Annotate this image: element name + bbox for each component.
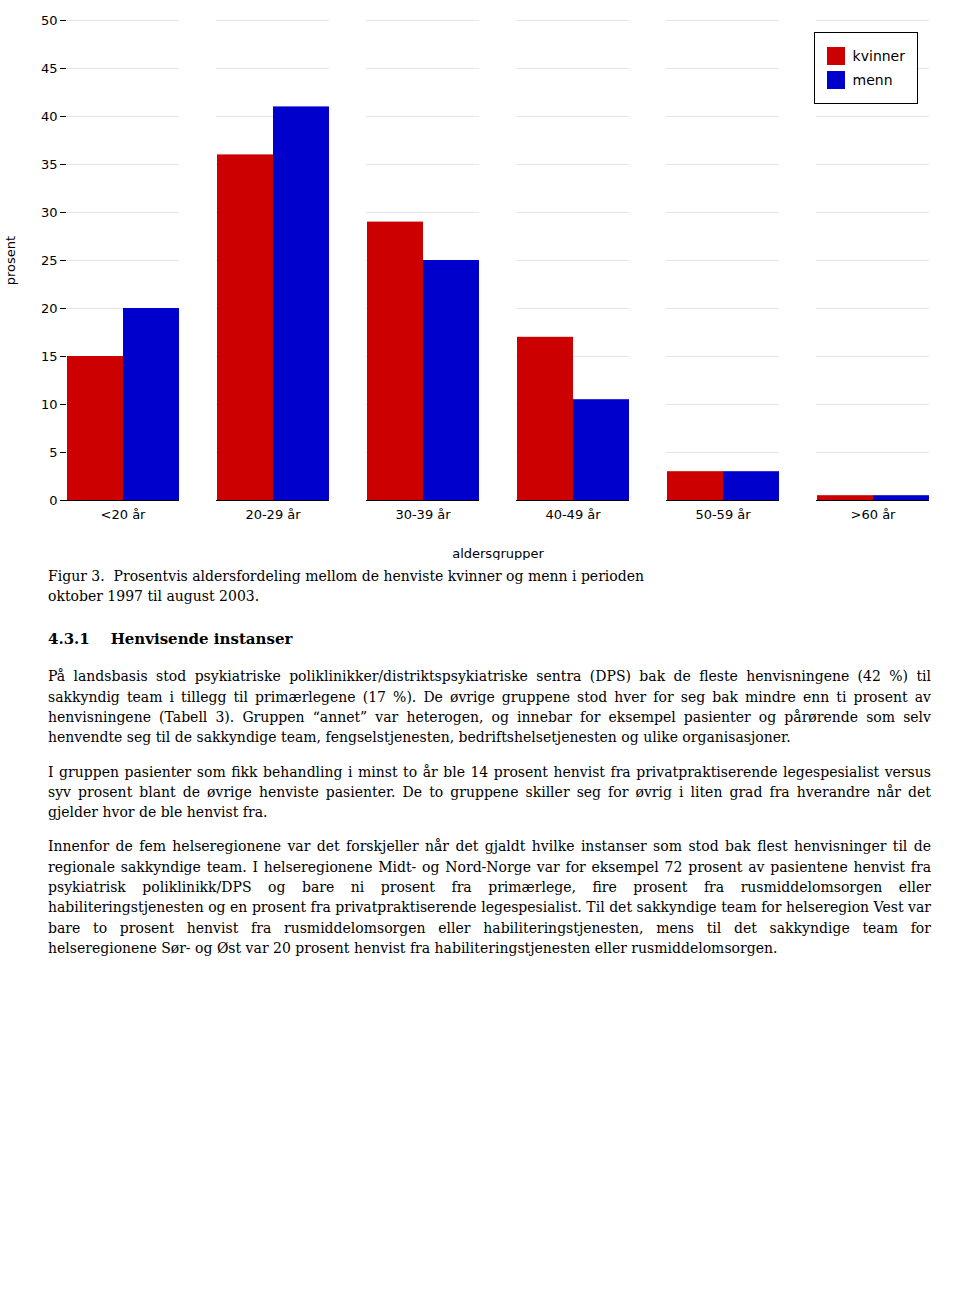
html-text:Innenfor de fem helseregionene: Innenfor de fem helseregionene var det f…: [48, 838, 936, 956]
html-text:I gruppen pasienter som fikk b: I gruppen pasienter som fikk behandling …: [48, 763, 936, 821]
svg-text:40: 40: [41, 109, 58, 124]
svg-text:aldersgrupper: aldersgrupper: [452, 546, 544, 561]
html-text:På landsbasis stod psykiatrisk: På landsbasis stod psykiatriske poliklin…: [48, 668, 936, 746]
svg-text:30: 30: [41, 205, 58, 220]
svg-text:10: 10: [41, 397, 58, 412]
svg-text:15: 15: [41, 349, 58, 364]
svg-text:30-39 år: 30-39 år: [395, 507, 451, 522]
html-text:menn: menn: [852, 72, 893, 88]
svg-text:0: 0: [49, 493, 57, 508]
svg-text:20-29 år: 20-29 år: [245, 507, 301, 522]
svg-text:20: 20: [41, 301, 58, 316]
html-text:Figur 3. Prosentvis aldersford: Figur 3. Prosentvis aldersfordeling mell…: [48, 568, 644, 584]
html-text:kvinner: kvinner: [852, 48, 905, 64]
html-text:oktober 1997 til august 2003.: oktober 1997 til august 2003.: [48, 588, 260, 605]
svg-text:50-59 år: 50-59 år: [695, 507, 751, 522]
svg-text:5: 5: [49, 445, 57, 460]
svg-text:<20 år: <20 år: [101, 507, 147, 522]
svg-text:prosent: prosent: [3, 236, 18, 285]
svg-text:35: 35: [41, 157, 58, 172]
svg-text:40-49 år: 40-49 år: [545, 507, 601, 522]
svg-text:50: 50: [41, 13, 58, 28]
svg-text:>60 år: >60 år: [851, 507, 897, 522]
svg-text:25: 25: [41, 253, 58, 268]
html-text:4.3.1 Henvisende instanser: 4.3.1 Henvisende instanser: [48, 629, 293, 648]
svg-text:45: 45: [41, 61, 58, 76]
